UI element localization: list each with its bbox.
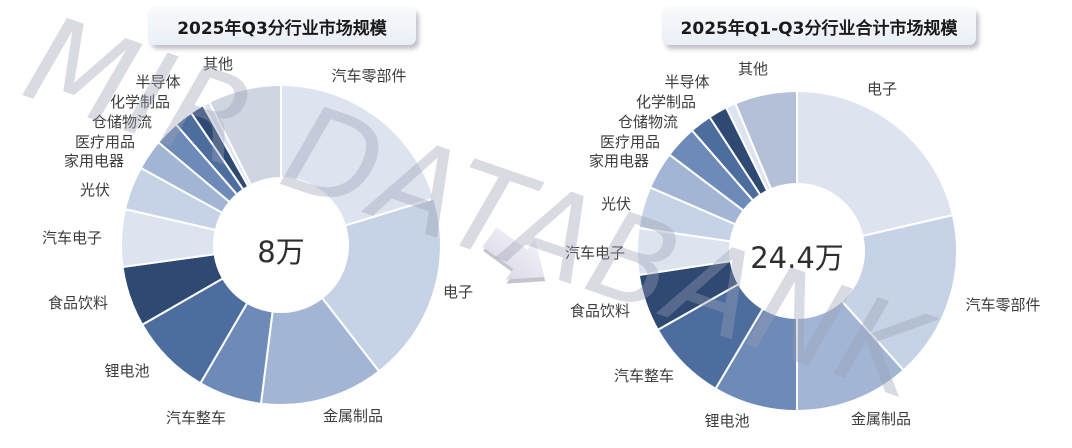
slice-label-3: 汽车整车 — [166, 409, 226, 427]
slice-label-12: 半导体 — [664, 73, 709, 91]
donut-center-total: 8万 — [257, 235, 304, 269]
slice-label-10: 仓储物流 — [92, 113, 152, 131]
slice-label-0: 电子 — [867, 80, 897, 98]
slice-label-11: 化学制品 — [110, 93, 170, 111]
slice-label-4: 锂电池 — [104, 362, 149, 380]
slice-label-5: 食品饮料 — [570, 302, 630, 320]
donut-slice-0 — [796, 89, 955, 238]
slice-label-13: 其他 — [738, 60, 768, 78]
slice-label-0: 汽车零部件 — [331, 67, 406, 85]
slice-label-2: 金属制品 — [851, 410, 911, 428]
slice-label-12: 半导体 — [135, 73, 180, 91]
slice-label-9: 医疗用品 — [600, 133, 660, 151]
slice-label-1: 汽车零部件 — [965, 296, 1040, 314]
slice-label-10: 仓储物流 — [618, 113, 678, 131]
slice-label-7: 光伏 — [80, 181, 110, 199]
arrow-body — [482, 227, 545, 280]
left-chart-title: 2025年Q3分行业市场规模 — [148, 7, 416, 45]
right-chart-title: 2025年Q1-Q3分行业合计市场规模 — [662, 7, 976, 45]
slice-label-6: 汽车电子 — [565, 244, 625, 262]
donut-slice-13 — [207, 83, 282, 187]
donut-slice-1 — [320, 197, 442, 373]
donut-slice-1 — [840, 213, 958, 372]
slice-label-3: 锂电池 — [704, 412, 749, 430]
slice-label-5: 食品饮料 — [48, 294, 108, 312]
slice-label-7: 光伏 — [601, 195, 631, 213]
slice-label-13: 其他 — [203, 55, 233, 73]
slice-label-9: 医疗用品 — [75, 133, 135, 151]
slice-label-2: 金属制品 — [323, 407, 383, 425]
slice-label-8: 家用电器 — [589, 152, 649, 170]
donut-center-total: 24.4万 — [750, 241, 844, 275]
slice-label-1: 电子 — [443, 283, 473, 301]
left-chart-title-text: 2025年Q3分行业市场规模 — [177, 18, 387, 39]
slice-label-6: 汽车电子 — [42, 229, 102, 247]
transition-arrow-icon — [482, 227, 546, 284]
slice-label-8: 家用电器 — [64, 152, 124, 170]
right-chart-title-text: 2025年Q1-Q3分行业合计市场规模 — [680, 18, 958, 39]
slice-label-4: 汽车整车 — [614, 367, 674, 385]
slice-label-11: 化学制品 — [636, 93, 696, 111]
donut-slice-0 — [280, 83, 436, 227]
donut-slice-13 — [733, 89, 798, 191]
